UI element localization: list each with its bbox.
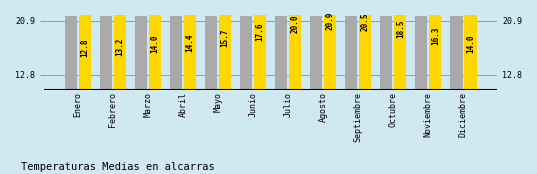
Text: 14.0: 14.0 (466, 34, 475, 53)
Bar (184, 0, 196, 90)
Bar (429, 0, 441, 90)
Bar (219, 0, 231, 90)
Text: 20.0: 20.0 (291, 14, 300, 33)
Text: 20.5: 20.5 (361, 13, 370, 31)
Bar (289, 0, 301, 90)
Bar (450, 16, 462, 90)
Bar (78, 5, 91, 90)
Bar (275, 16, 287, 90)
Bar (310, 16, 322, 90)
Text: 12.8: 12.8 (80, 38, 89, 57)
Text: 13.2: 13.2 (115, 37, 125, 56)
Bar (380, 16, 393, 90)
Bar (205, 16, 217, 90)
Text: 17.6: 17.6 (256, 22, 265, 41)
Bar (324, 0, 336, 90)
Bar (394, 0, 407, 90)
Text: Temperaturas Medias en alcarras: Temperaturas Medias en alcarras (21, 162, 215, 172)
Bar (114, 2, 126, 90)
Bar (100, 16, 112, 90)
Text: 20.9: 20.9 (325, 11, 335, 30)
Bar (149, 0, 161, 90)
Bar (254, 0, 266, 90)
Bar (135, 16, 147, 90)
Bar (345, 16, 357, 90)
Bar (170, 16, 182, 90)
Bar (359, 0, 372, 90)
Bar (415, 16, 427, 90)
Text: 18.5: 18.5 (396, 19, 405, 38)
Bar (64, 16, 77, 90)
Bar (465, 0, 476, 90)
Text: 14.4: 14.4 (185, 33, 194, 52)
Bar (240, 16, 252, 90)
Text: 16.3: 16.3 (431, 27, 440, 45)
Text: 15.7: 15.7 (221, 29, 229, 47)
Text: 14.0: 14.0 (150, 34, 159, 53)
